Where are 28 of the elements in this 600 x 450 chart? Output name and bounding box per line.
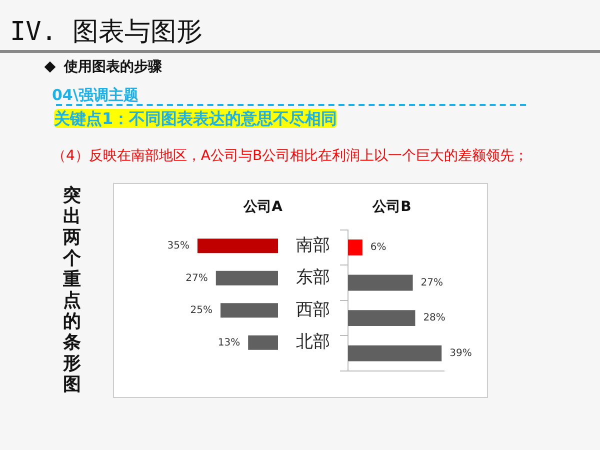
bar (348, 274, 413, 291)
data-label: 25% (190, 305, 212, 316)
bar (348, 345, 442, 362)
data-label: 27% (186, 272, 208, 284)
data-label: 35% (167, 240, 190, 252)
text: 突出两个重点的条形图 (63, 185, 81, 395)
y-tick-label: 西部 (296, 300, 330, 320)
data-label: 13% (218, 337, 240, 348)
bar (348, 240, 362, 256)
y-tick-label: 南部 (296, 235, 330, 256)
text: （4）反映在南部地区，A公司与B公司相比在利润上以一个巨大的差额领先； (52, 148, 528, 164)
y-tick-label: 东部 (296, 268, 330, 288)
data-label: 39% (450, 348, 472, 359)
text: 04\强调主题 (52, 86, 138, 104)
bar (216, 270, 278, 286)
data-label: 28% (423, 312, 446, 324)
text: IV. 图表与图形 (10, 17, 203, 47)
data-label: 6% (370, 242, 386, 254)
bar (348, 310, 416, 326)
text: 关键点1：不同图表表达的意思不尽相同 (54, 109, 338, 128)
bar (198, 238, 278, 254)
bar (248, 335, 278, 350)
text: 使用图表的步骤 (64, 59, 162, 75)
data-label: 27% (420, 277, 444, 288)
chart-title: 公司B (372, 199, 412, 216)
bar (220, 303, 278, 318)
y-tick-label: 北部 (296, 332, 330, 352)
chart-title: 公司A (242, 199, 283, 216)
